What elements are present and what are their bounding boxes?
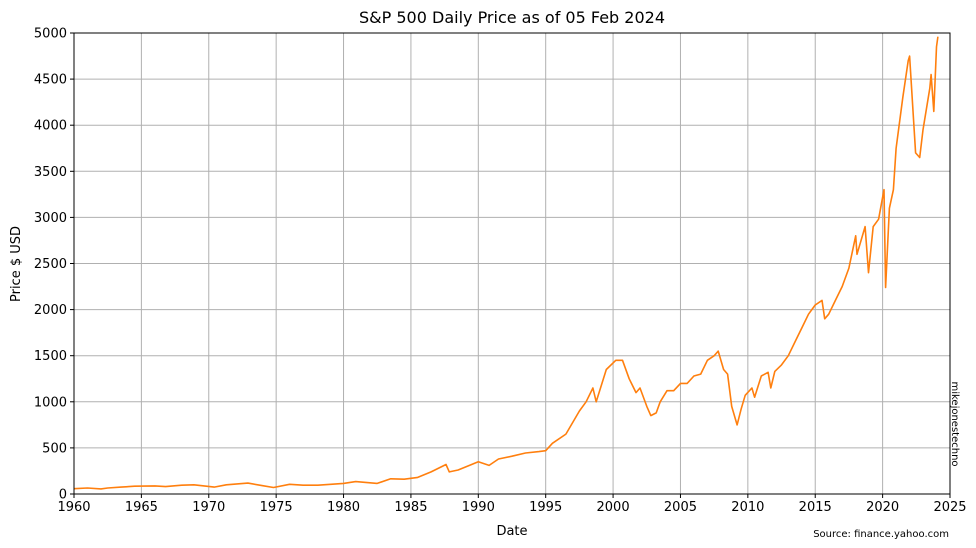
x-tick-label: 1985 bbox=[394, 500, 427, 515]
x-tick-label: 1970 bbox=[192, 500, 225, 515]
x-tick-label: 1975 bbox=[260, 500, 293, 515]
sp500-price-line bbox=[73, 36, 939, 490]
y-tick-label: 5000 bbox=[34, 27, 67, 42]
x-tick-label: 1990 bbox=[462, 500, 495, 515]
x-axis-ticks: 1960 1965 1970 1975 1980 1985 1990 1995 2000 2005… bbox=[57, 494, 967, 515]
y-axis-label: Price $ USD bbox=[9, 226, 24, 302]
x-tick-label: 2015 bbox=[799, 500, 832, 515]
y-tick-label: 3000 bbox=[34, 211, 67, 226]
x-tick-label: 2010 bbox=[731, 500, 764, 515]
x-tick-label: 2005 bbox=[664, 500, 697, 515]
y-tick-label: 0 bbox=[59, 488, 67, 503]
x-tick-label: 1995 bbox=[529, 500, 562, 515]
watermark-text: mikejonestechno bbox=[949, 381, 960, 466]
source-note: Source: finance.yahoo.com bbox=[813, 529, 949, 540]
y-tick-label: 3500 bbox=[34, 165, 67, 180]
x-tick-label: 1980 bbox=[327, 500, 360, 515]
y-tick-label: 2500 bbox=[34, 257, 67, 272]
chart-title: S&P 500 Daily Price as of 05 Feb 2024 bbox=[359, 8, 665, 27]
y-tick-label: 4500 bbox=[34, 73, 67, 88]
y-tick-label: 4000 bbox=[34, 119, 67, 134]
x-tick-label: 2020 bbox=[866, 500, 899, 515]
x-tick-label: 1960 bbox=[57, 500, 90, 515]
series-line-group bbox=[73, 36, 939, 490]
y-axis-ticks: 0 500 1000 1500 2000 2500 3000 3500 4000 4500 5000 bbox=[34, 27, 74, 503]
x-tick-label: 1965 bbox=[125, 500, 158, 515]
x-tick-label: 2025 bbox=[933, 500, 966, 515]
x-tick-label: 2000 bbox=[597, 500, 630, 515]
y-tick-label: 1500 bbox=[34, 349, 67, 364]
x-axis-label: Date bbox=[496, 524, 527, 539]
y-tick-label: 1000 bbox=[34, 395, 67, 410]
y-tick-label: 500 bbox=[42, 441, 67, 456]
y-tick-label: 2000 bbox=[34, 303, 67, 318]
